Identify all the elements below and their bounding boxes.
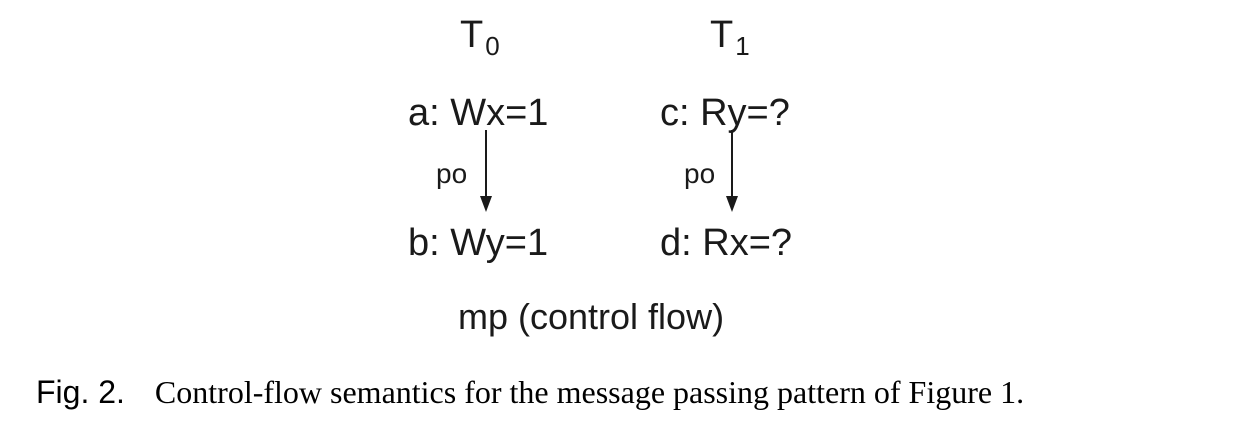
thread-1-header: T1: [710, 14, 750, 61]
diagram-title: mp (control flow): [458, 296, 725, 337]
caption-label: Fig. 2.: [36, 374, 125, 410]
event-b: b: Wy=1: [408, 222, 549, 264]
figure-caption: Fig. 2. Control-flow semantics for the me…: [36, 374, 1024, 411]
caption-text: Control-flow semantics for the message p…: [154, 374, 1025, 410]
arrow-a-to-b: [480, 130, 492, 212]
arrow-c-to-d: [726, 130, 738, 212]
event-a: a: Wx=1: [408, 92, 549, 134]
thread-1-name: T: [710, 14, 734, 56]
thread-0-header: T0: [460, 14, 500, 61]
event-d: d: Rx=?: [660, 222, 793, 264]
thread-1-sub: 1: [735, 31, 750, 61]
thread-0-sub: 0: [485, 31, 500, 61]
edge-label-po-right: po: [684, 158, 716, 189]
event-c: c: Ry=?: [660, 92, 790, 134]
thread-0-name: T: [460, 14, 484, 56]
edge-label-po-left: po: [436, 158, 468, 189]
